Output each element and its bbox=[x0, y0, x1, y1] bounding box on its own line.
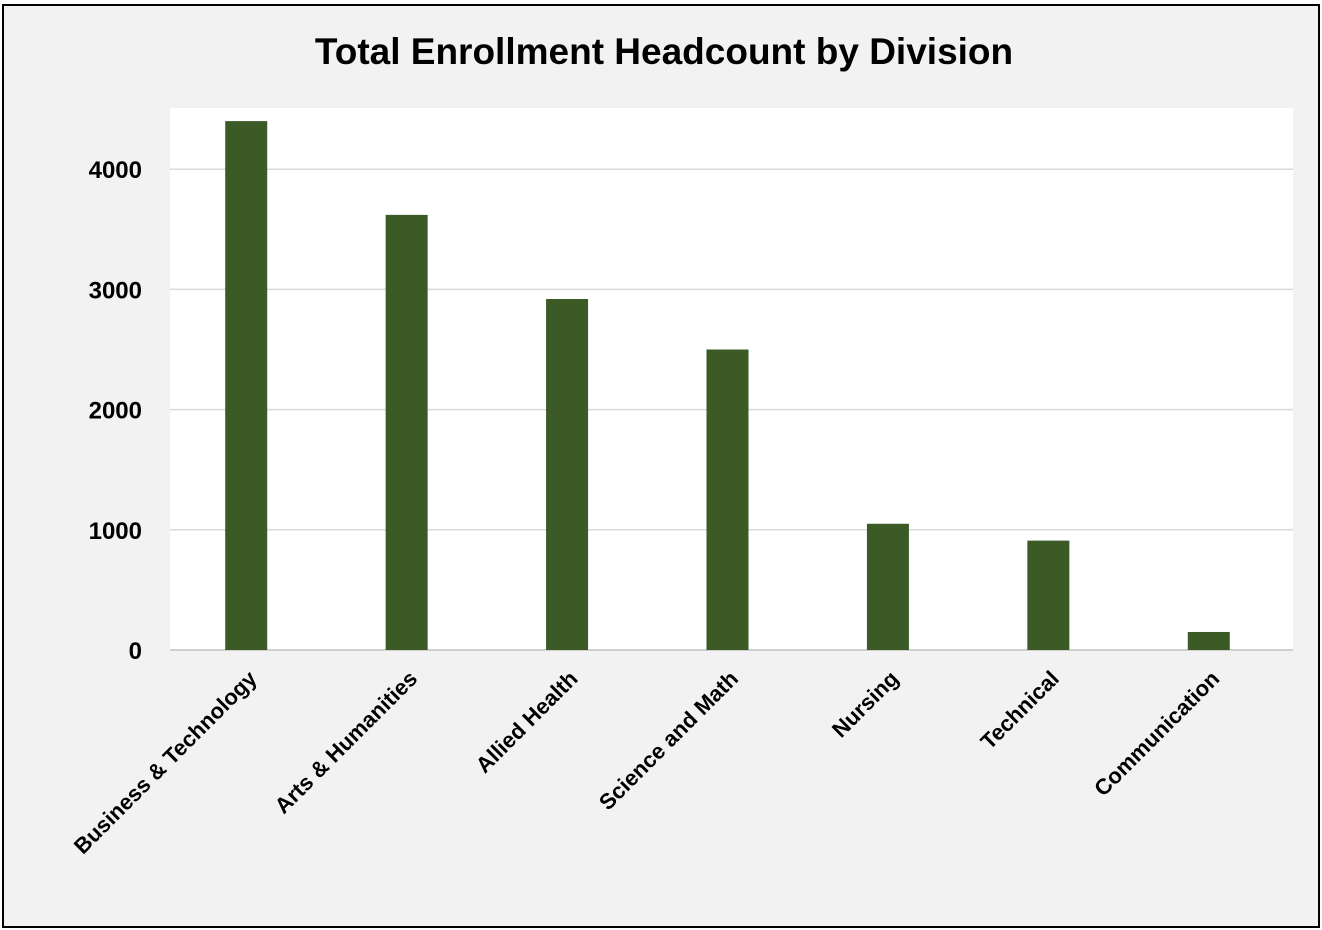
y-tick-label: 4000 bbox=[89, 157, 142, 184]
y-tick-label: 2000 bbox=[89, 398, 142, 425]
bar-arts-humanities bbox=[385, 214, 428, 650]
bar-allied-health bbox=[546, 299, 589, 650]
x-category-label: Science and Math bbox=[594, 666, 743, 815]
chart-title: Total Enrollment Headcount by Division bbox=[315, 31, 1013, 72]
bar-science-and-math bbox=[706, 349, 749, 650]
bar-business-technology bbox=[225, 121, 268, 651]
y-tick-label: 0 bbox=[129, 638, 142, 665]
x-axis-labels: Business & Technology Arts & Humanities Al… bbox=[69, 665, 1224, 858]
y-axis-ticks: 0 1000 2000 3000 4000 bbox=[89, 157, 142, 665]
bar-nursing bbox=[866, 523, 909, 650]
y-tick-label: 1000 bbox=[89, 518, 142, 545]
x-category-label: Communication bbox=[1089, 666, 1224, 801]
bars bbox=[225, 121, 1230, 651]
x-category-label: Business & Technology bbox=[69, 665, 262, 858]
y-tick-label: 3000 bbox=[89, 277, 142, 304]
x-category-label: Arts & Humanities bbox=[270, 666, 423, 819]
bar-communication bbox=[1187, 631, 1230, 650]
x-category-label: Technical bbox=[976, 666, 1064, 754]
x-category-label: Allied Health bbox=[471, 666, 583, 778]
x-category-label: Nursing bbox=[827, 666, 903, 742]
bar-technical bbox=[1027, 540, 1070, 650]
